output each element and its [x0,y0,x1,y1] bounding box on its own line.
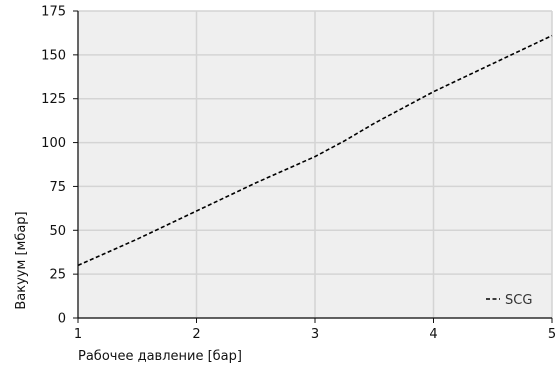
x-tick-label: 3 [311,327,319,342]
y-tick-label: 75 [49,180,66,195]
x-tick-label: 2 [192,327,200,342]
y-tick-label: 150 [41,48,66,63]
legend-label-scg: SCG [505,293,532,308]
series-line-scg [77,34,553,267]
y-tick-label: 25 [49,268,66,283]
y-tick-label: 175 [41,5,66,20]
series-layer [77,34,553,267]
y-tick-label: 50 [49,224,66,239]
x-tick-label: 4 [429,327,437,342]
x-tick-label: 5 [548,327,556,342]
x-axis-title: Рабочее давление [бар] [78,349,242,364]
y-tick-label: 100 [41,136,66,151]
y-axis-title: Вакуум [мбар] [14,211,29,309]
x-tick-label: 1 [74,327,82,342]
y-tick-label: 0 [58,312,66,327]
y-tick-label: 125 [41,92,66,107]
legend: SCG [486,293,532,308]
